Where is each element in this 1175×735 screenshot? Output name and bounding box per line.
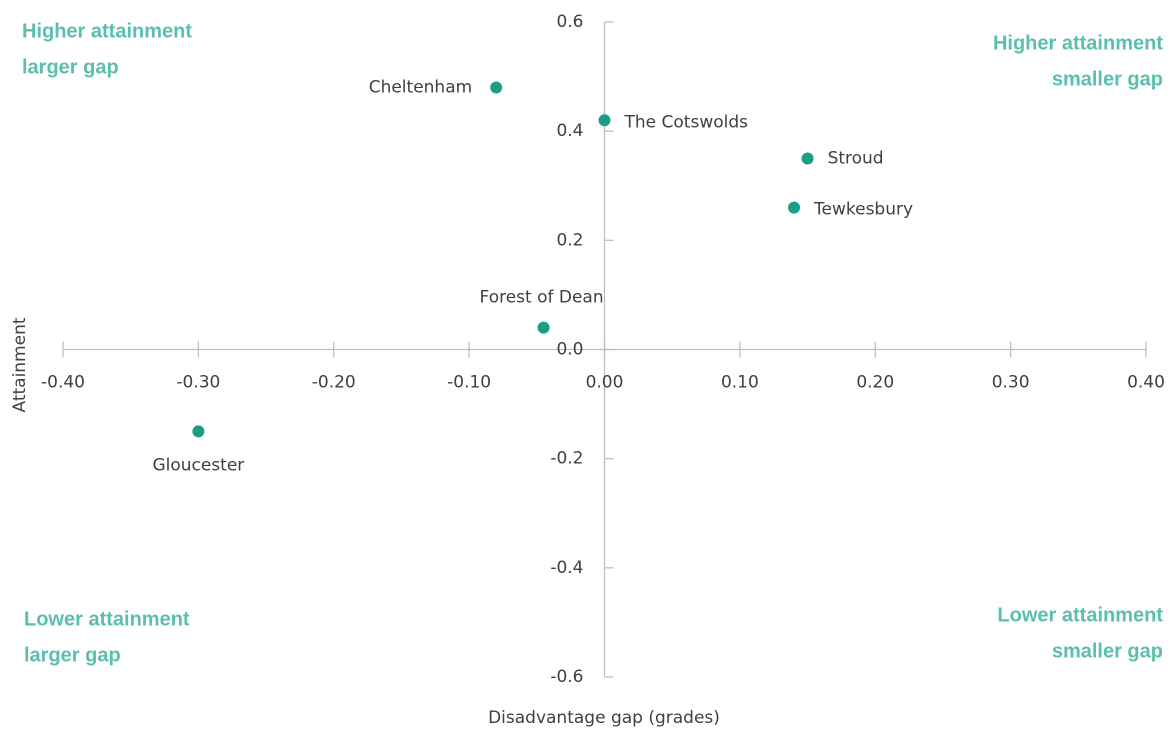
y-tick-label: -0.4 (550, 558, 583, 578)
point-label: Forest of Dean (480, 288, 604, 308)
y-tick-label: -0.2 (550, 449, 583, 469)
x-tick-label: -0.10 (447, 373, 491, 393)
quadrant-annotation: larger gap (22, 56, 119, 78)
quadrant-annotation: Higher attainment (22, 20, 192, 42)
quadrant-annotation: smaller gap (1052, 68, 1163, 90)
y-tick-label: 0.0 (556, 340, 583, 360)
point (598, 114, 611, 127)
point (537, 321, 550, 334)
point-label: The Cotswolds (624, 112, 749, 132)
point (192, 425, 205, 438)
y-tick-label: 0.2 (556, 230, 583, 250)
point (801, 152, 814, 165)
x-axis-title: Disadvantage gap (grades) (488, 708, 720, 728)
point (788, 201, 801, 214)
x-tick-label: 0.00 (586, 373, 624, 393)
y-tick-label: 0.6 (556, 12, 583, 32)
point (490, 81, 503, 94)
x-tick-label: -0.30 (176, 373, 220, 393)
x-tick-label: -0.40 (41, 373, 85, 393)
y-tick-label: -0.6 (550, 667, 583, 687)
x-tick-label: 0.30 (992, 373, 1030, 393)
y-axis-title: Attainment (10, 317, 30, 412)
point-label: Cheltenham (369, 78, 472, 98)
quadrant-annotation: Lower attainment (24, 608, 190, 630)
point-label: Gloucester (152, 455, 244, 475)
point-label: Stroud (828, 148, 884, 168)
x-tick-label: 0.10 (721, 373, 759, 393)
quadrant-annotation: larger gap (24, 644, 121, 666)
quadrant-annotation: Lower attainment (997, 604, 1163, 626)
x-tick-label: -0.20 (312, 373, 356, 393)
x-tick-label: 0.40 (1127, 373, 1165, 393)
y-tick-label: 0.4 (556, 121, 583, 141)
quadrant-annotation: Higher attainment (993, 32, 1163, 54)
point-label: Tewkesbury (813, 200, 913, 220)
x-tick-label: 0.20 (856, 373, 894, 393)
quadrant-annotation: smaller gap (1052, 640, 1163, 662)
